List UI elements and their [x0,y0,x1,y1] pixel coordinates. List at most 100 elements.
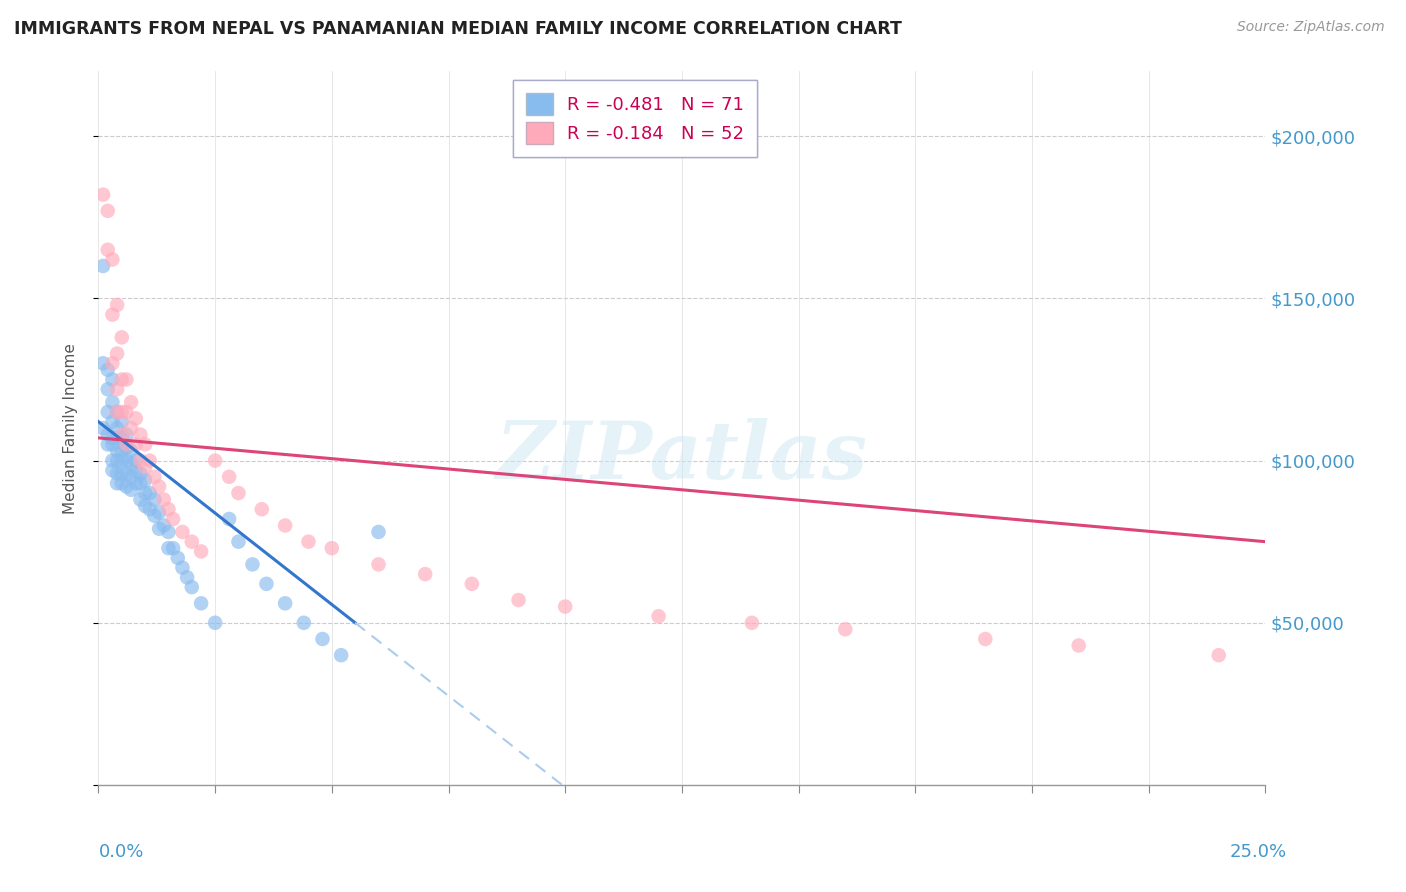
Point [190,544,212,558]
Point [172,560,194,574]
Point [461,577,484,591]
Legend: R = -0.481   N = 71, R = -0.184   N = 52: R = -0.481 N = 71, R = -0.184 N = 52 [513,80,758,157]
Point [125,476,148,491]
Point [97,203,120,218]
Point [111,467,134,481]
Point [218,470,240,484]
Point [228,534,250,549]
Point [129,453,152,467]
Point [91,356,114,370]
Point [97,363,120,377]
Point [105,382,128,396]
Point [97,382,120,396]
Point [974,632,997,646]
Point [105,467,128,481]
Point [741,615,763,630]
Point [111,476,134,491]
Point [101,252,124,267]
Point [115,437,138,451]
Point [139,502,162,516]
Point [204,615,226,630]
Point [157,502,180,516]
Point [180,580,202,594]
Point [91,259,114,273]
Point [157,541,180,556]
Point [176,570,198,584]
Point [125,411,148,425]
Point [157,524,180,539]
Point [105,346,128,360]
Y-axis label: Median Family Income: Median Family Income [63,343,77,514]
Point [111,443,134,458]
Point [91,421,114,435]
Point [115,441,138,455]
Point [125,453,148,467]
Point [152,518,174,533]
Point [101,437,124,451]
Point [111,453,134,467]
Point [148,506,170,520]
Point [125,463,148,477]
Point [554,599,576,614]
Point [97,405,120,419]
Point [115,479,138,493]
Point [297,534,319,549]
Point [101,463,124,477]
Point [190,596,212,610]
Point [97,437,120,451]
Text: 25.0%: 25.0% [1229,843,1286,861]
Point [105,421,128,435]
Point [111,405,134,419]
Point [105,453,128,467]
Point [115,405,138,419]
Point [129,492,152,507]
Point [120,457,142,471]
Point [143,492,166,507]
Point [292,615,315,630]
Point [139,486,162,500]
Point [134,437,156,451]
Point [134,473,156,487]
Point [218,512,240,526]
Point [111,431,134,445]
Point [97,243,120,257]
Point [129,427,152,442]
Point [274,596,297,610]
Point [204,453,226,467]
Point [274,518,297,533]
Point [115,372,138,386]
Point [101,395,124,409]
Text: 0.0%: 0.0% [98,843,143,861]
Point [101,415,124,429]
Point [256,577,278,591]
Point [647,609,669,624]
Point [367,558,389,572]
Point [105,443,128,458]
Point [120,483,142,497]
Point [152,492,174,507]
Point [311,632,333,646]
Text: ZIPatlas: ZIPatlas [496,418,868,495]
Point [143,508,166,523]
Point [105,476,128,491]
Point [148,479,170,493]
Point [250,502,273,516]
Point [1067,639,1090,653]
Text: Source: ZipAtlas.com: Source: ZipAtlas.com [1237,20,1385,34]
Point [115,453,138,467]
Point [101,308,124,322]
Point [105,431,128,445]
Point [115,467,138,481]
Point [111,330,134,344]
Point [125,437,148,451]
Point [834,622,856,636]
Point [101,453,124,467]
Point [228,486,250,500]
Point [115,427,138,442]
Point [129,476,152,491]
Point [129,467,152,481]
Point [508,593,530,607]
Point [105,405,128,419]
Point [91,187,114,202]
Point [120,443,142,458]
